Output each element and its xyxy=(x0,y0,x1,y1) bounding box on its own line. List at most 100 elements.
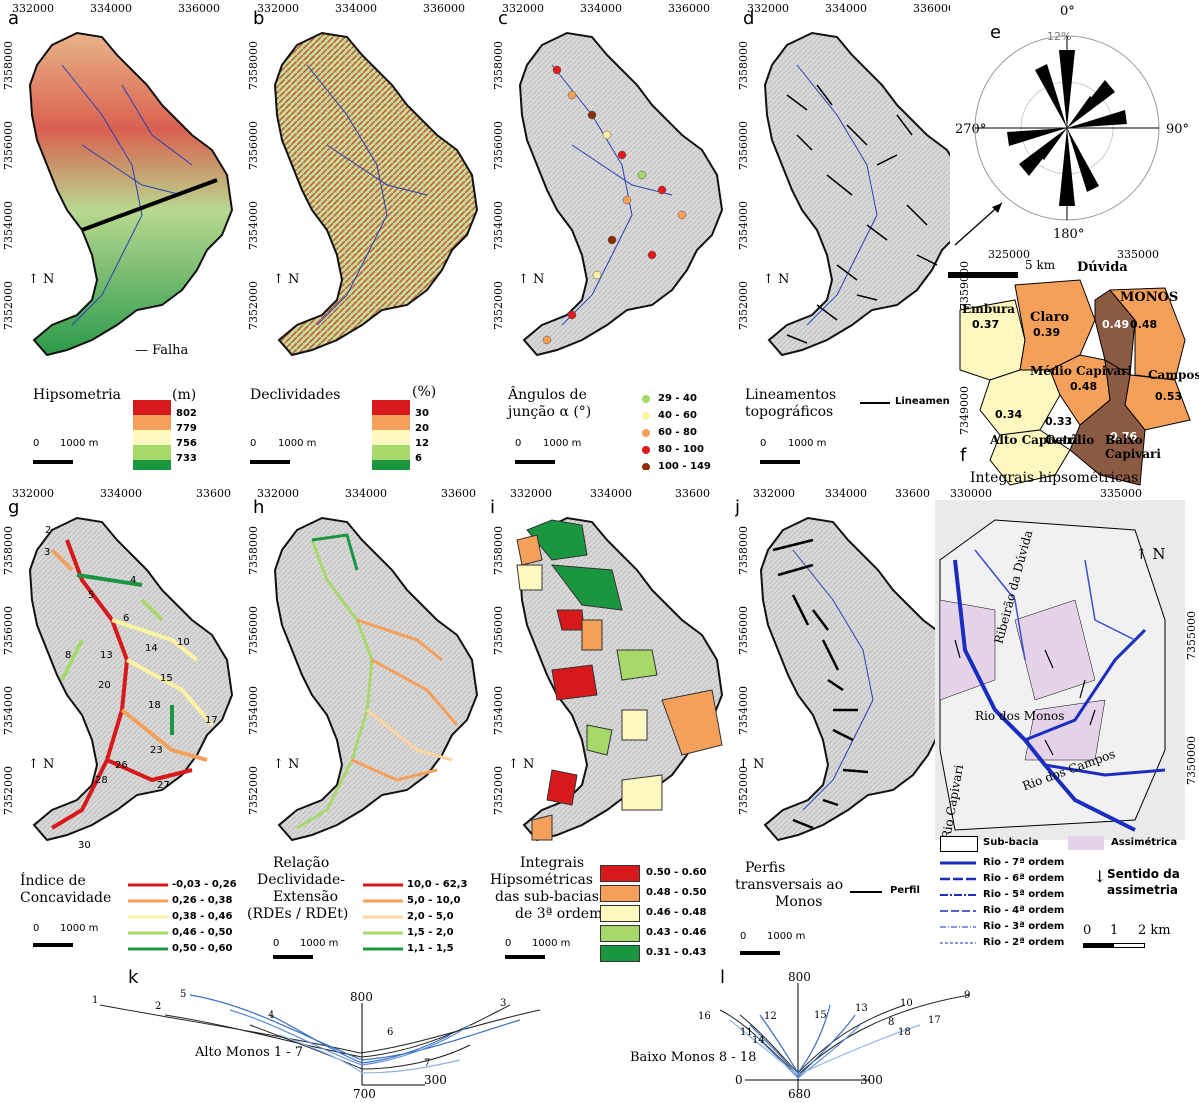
segment-label: 27 xyxy=(157,780,170,791)
legend-title: Declividades xyxy=(250,387,341,403)
legend-label: Sub-bacia xyxy=(983,837,1039,848)
legend-label: Assimétrica xyxy=(1111,837,1178,848)
legend-swatch xyxy=(133,400,171,415)
segment-label: 4 xyxy=(130,575,137,586)
profile-label: 5 xyxy=(180,989,187,1000)
segment-label: 13 xyxy=(100,650,113,661)
panel-g: g 332000 334000 33600 7358000 7356000 73… xyxy=(0,485,245,965)
scale-zero: 0 xyxy=(515,438,522,449)
lineaments xyxy=(786,84,938,344)
profile-label: 8 xyxy=(888,1017,895,1028)
panel-d: d 332000 334000 336000 7358000 7356000 7… xyxy=(735,0,950,470)
axis-bottom: 680 xyxy=(788,1087,811,1101)
legend-label: 0,38 - 0,46 xyxy=(172,911,233,922)
x-tick: 334000 xyxy=(825,2,867,15)
scale-bar xyxy=(250,460,290,464)
angle-270: 270° xyxy=(955,122,987,137)
legend-title: junção α (°) xyxy=(508,404,592,420)
panel-label: k xyxy=(128,967,139,988)
profile-label: 4 xyxy=(268,1010,275,1021)
legend-swatch xyxy=(133,460,171,470)
basin-name: Baixo Capivari xyxy=(1105,433,1161,461)
basin-name: Embura xyxy=(962,302,1016,316)
hypsometry-map xyxy=(29,32,233,356)
legend-title: topográficos xyxy=(745,404,834,420)
legend-label: 29 - 40 xyxy=(658,393,697,404)
basin-value: 0.34 xyxy=(995,408,1023,421)
panel-label: a xyxy=(8,8,20,29)
axis-left: 0 xyxy=(735,1073,743,1087)
x-tick: 334000 xyxy=(90,2,132,15)
panel-label: f xyxy=(960,445,967,466)
legend-label: 20 xyxy=(415,423,429,434)
profile-label: 18 xyxy=(898,1027,911,1038)
segment-label: 30 xyxy=(78,840,91,851)
x-tick: 33600 xyxy=(895,487,930,500)
profiles-alto-monos xyxy=(99,994,541,1086)
legend-title: Declividade- xyxy=(257,872,345,888)
panel-b: b 332000 334000 336000 7358000 7356000 7… xyxy=(245,0,490,470)
legend-title: Hipsometria xyxy=(33,387,121,403)
panel-m: m 330000 335000 7355000 7350000 Ribeirão… xyxy=(935,485,1199,965)
x-tick: 334000 xyxy=(100,487,142,500)
legend-label: Sentido da xyxy=(1107,867,1180,881)
profile-label: 14 xyxy=(752,1035,765,1046)
north-arrow: ↑ N xyxy=(273,272,300,287)
scale-bar xyxy=(948,272,1018,278)
junction-points xyxy=(542,65,687,345)
panel-e: e 0° 12% 90° 180° 270° xyxy=(955,0,1199,250)
profile-label: 17 xyxy=(928,1015,941,1026)
x-tick: 336000 xyxy=(423,2,465,15)
legend-title: de 3ª ordem xyxy=(515,906,603,922)
scale-bar xyxy=(273,955,313,959)
basin-value: 0.48 xyxy=(1070,380,1098,393)
panel-l: l 800 16 8 9 10 11 12 13 14 15 17 18 Bai… xyxy=(600,965,1199,1103)
legend-label: 1,1 - 1,5 xyxy=(407,943,454,954)
x-tick: 336000 xyxy=(668,2,710,15)
panel-k: k 800 1 2 3 4 5 6 7 Alto Monos 1 - 7 700… xyxy=(0,965,600,1103)
asymmetry-map xyxy=(935,500,1185,840)
north-arrow: ↑ N xyxy=(28,272,55,287)
profile-label: 16 xyxy=(698,1011,711,1022)
x-tick: 334000 xyxy=(590,487,632,500)
scale-label: 1000 m xyxy=(532,938,571,949)
panel-f: 325000 335000 7359000 7349000 5 km Dúvid… xyxy=(930,240,1199,490)
segment-label: 20 xyxy=(98,680,111,691)
legend-swatch xyxy=(372,400,410,415)
y-tick: 7355000 xyxy=(1185,611,1198,660)
scale-label: 1000 m xyxy=(60,438,99,449)
panel-h: h 332000 334000 33600 7358000 7356000 73… xyxy=(245,485,490,965)
legend-swatch xyxy=(133,415,171,430)
legend-swatch xyxy=(600,885,640,902)
profile-lines xyxy=(772,538,869,830)
legend-title: Integrais xyxy=(520,855,585,871)
panel-label: g xyxy=(8,497,20,518)
x-tick: 334000 xyxy=(580,2,622,15)
scale-bar xyxy=(515,460,555,464)
scale-bar xyxy=(33,460,73,464)
map-title: Integrais hipsométricas xyxy=(970,470,1139,486)
north-arrow: ↑ N xyxy=(273,757,300,772)
legend-asym-swatch xyxy=(1068,836,1104,850)
scale-zero: 0 xyxy=(33,923,40,934)
legend-swatch xyxy=(372,445,410,460)
legend-label: Lineamento xyxy=(895,396,950,407)
legend-label: 1,5 - 2,0 xyxy=(407,927,454,938)
profile-label: 11 xyxy=(740,1027,753,1038)
profile-map xyxy=(760,517,935,841)
legend-label: 756 xyxy=(176,438,197,449)
axis-right: 300 xyxy=(424,1073,447,1087)
panel-label: b xyxy=(253,8,265,29)
legend-title: Monos xyxy=(775,894,823,910)
basin-name: Dúvida xyxy=(1077,260,1128,275)
basin-value: 0.39 xyxy=(1033,326,1061,339)
river-label: Rio dos Monos xyxy=(975,709,1065,723)
legend-label: 80 - 100 xyxy=(658,444,704,455)
x-tick: 330000 xyxy=(950,487,992,500)
legend-label: 10,0 - 62,3 xyxy=(407,879,468,890)
profile-label: 12 xyxy=(764,1011,777,1022)
x-tick: 332000 xyxy=(502,2,544,15)
segment-label: 26 xyxy=(115,760,128,771)
profile-label: 13 xyxy=(855,1003,868,1014)
profiles-baixo-monos xyxy=(719,983,971,1090)
